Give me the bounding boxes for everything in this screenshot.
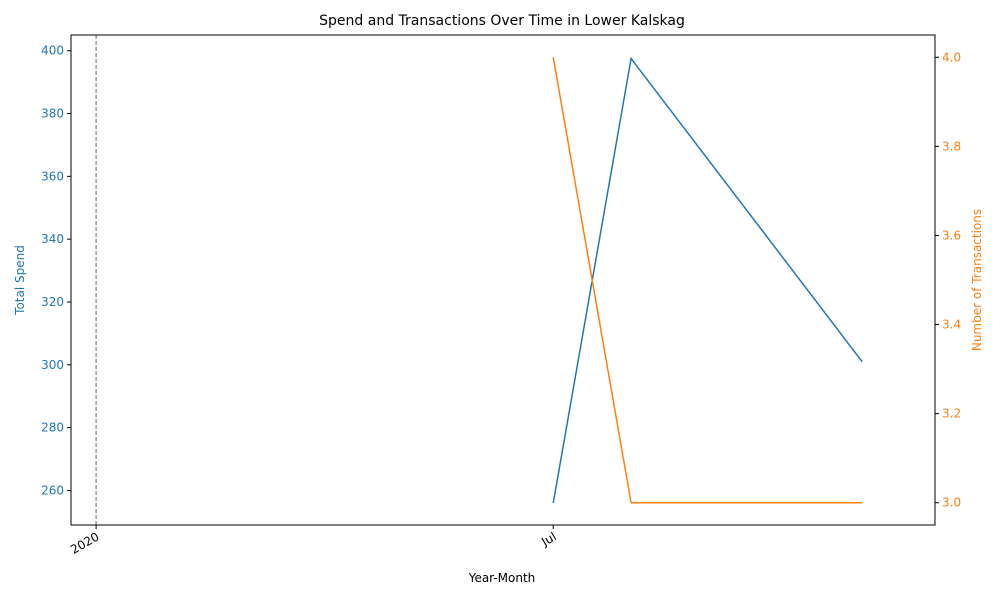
right-y-tick-label: 3.4 [942, 318, 961, 332]
left-y-tick-label: 280 [41, 421, 64, 435]
right-y-tick-label: 3.8 [942, 139, 961, 153]
x-tick-label: Jul [538, 529, 558, 549]
x-tick-label: 2020 [68, 529, 101, 556]
right-y-tick-label: 3.0 [942, 496, 961, 510]
right-y-tick-label: 4.0 [942, 50, 961, 64]
left-y-tick-label: 320 [41, 295, 64, 309]
series-line-transactions [552, 57, 863, 504]
series-line-spend [552, 56, 863, 504]
left-y-axis-label: Total Spend [13, 245, 27, 316]
plot-frame [70, 34, 936, 526]
left-y-tick-label: 340 [41, 232, 64, 246]
left-y-tick-label: 360 [41, 169, 64, 183]
right-y-axis-label: Number of Transactions [970, 209, 984, 351]
x-axis-label: Year-Month [468, 571, 536, 585]
left-y-tick-label: 260 [41, 483, 64, 497]
left-y-tick-label: 400 [41, 44, 64, 58]
left-y-tick-label: 300 [41, 358, 64, 372]
chart-title: Spend and Transactions Over Time in Lowe… [319, 13, 685, 29]
left-y-tick-label: 380 [41, 107, 64, 121]
right-y-tick-label: 3.2 [942, 407, 961, 421]
plot-area: 2020 Jul 260 280 300 320 340 360 380 400 3.0 3.2 3.4… [41, 34, 961, 557]
right-y-tick-label: 3.6 [942, 228, 961, 242]
